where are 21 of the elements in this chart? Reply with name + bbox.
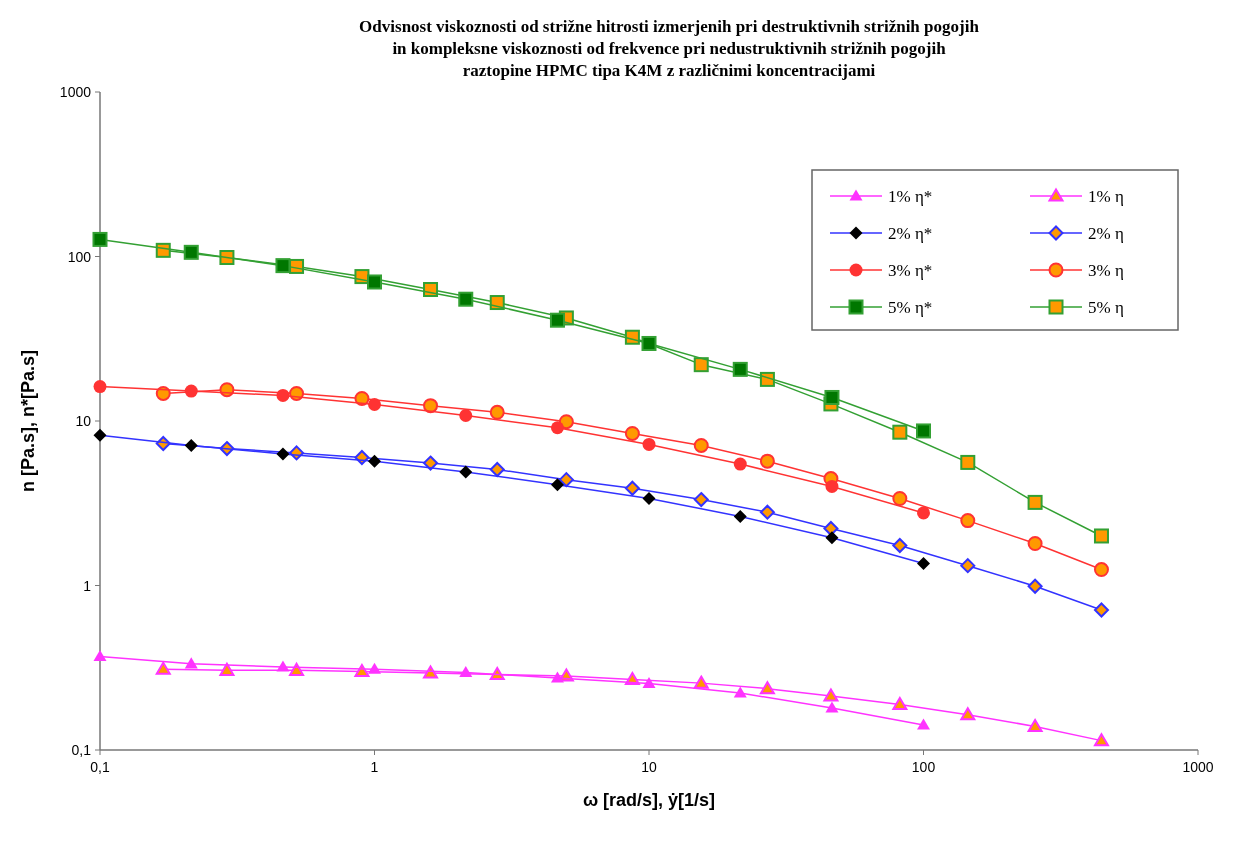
chart-title: Odvisnost viskoznosti od strižne hitrosti izmerjenih pri destruktivnih strižnih pogojih in kompleksne viskoznosti od frekvence pri nedustruktivnih strižnih pogojih raztopine HPMC tipa K4M z različnimi koncentracijami — [359, 17, 980, 80]
y-tick-label: 1 — [83, 577, 92, 594]
x-tick-label: 1000 — [1182, 759, 1214, 775]
legend-label: 3% η — [1088, 261, 1124, 280]
y-tick-label: 1000 — [59, 84, 92, 100]
x-tick-label: 100 — [911, 759, 936, 775]
legend-label: 1% η* — [888, 187, 933, 206]
legend-label: 1% η — [1088, 187, 1124, 206]
y-tick-label: 0,1 — [71, 742, 92, 758]
x-axis-title: ω [rad/s], ẏ[1/s] — [582, 790, 716, 810]
y-tick-label: 10 — [75, 413, 92, 429]
x-tick-label: 0,1 — [90, 759, 110, 775]
y-tick-label: 100 — [67, 248, 92, 265]
legend-label: 5% η* — [888, 298, 933, 317]
x-tick-label: 1 — [370, 759, 379, 775]
y-axis-title: n [Pa.s], n*[Pa.s] — [18, 349, 38, 493]
x-tick-label: 10 — [641, 759, 657, 775]
legend-label: 5% η — [1088, 298, 1124, 317]
legend-label: 3% η* — [888, 261, 933, 280]
legend-label: 2% η* — [888, 224, 933, 243]
legend-label: 2% η — [1088, 224, 1124, 243]
